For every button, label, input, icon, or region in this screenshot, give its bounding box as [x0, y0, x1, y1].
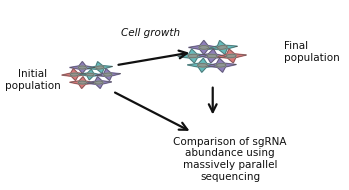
Ellipse shape	[95, 81, 103, 84]
Text: Comparison of sgRNA
abundance using
massively parallel
sequencing: Comparison of sgRNA abundance using mass…	[173, 137, 287, 181]
Text: Cell growth: Cell growth	[121, 28, 180, 38]
Polygon shape	[197, 49, 227, 63]
Ellipse shape	[104, 73, 112, 76]
Ellipse shape	[188, 54, 198, 58]
Ellipse shape	[226, 54, 236, 58]
Ellipse shape	[87, 73, 94, 76]
Polygon shape	[95, 69, 120, 80]
Ellipse shape	[199, 46, 209, 49]
Polygon shape	[178, 49, 208, 63]
Ellipse shape	[198, 63, 208, 67]
Ellipse shape	[78, 81, 87, 84]
Polygon shape	[62, 69, 87, 81]
Ellipse shape	[217, 46, 227, 49]
Polygon shape	[207, 40, 237, 54]
Polygon shape	[187, 58, 218, 72]
Polygon shape	[79, 69, 102, 80]
Polygon shape	[86, 77, 112, 89]
Polygon shape	[206, 58, 236, 72]
Text: Initial
population: Initial population	[5, 69, 61, 91]
Polygon shape	[87, 62, 112, 73]
Ellipse shape	[96, 66, 104, 69]
Ellipse shape	[216, 63, 226, 67]
Ellipse shape	[78, 66, 87, 69]
Polygon shape	[69, 62, 95, 74]
Polygon shape	[70, 77, 95, 89]
Ellipse shape	[207, 54, 217, 58]
Text: Final
population: Final population	[284, 41, 340, 63]
Polygon shape	[188, 40, 219, 55]
Polygon shape	[216, 49, 246, 63]
Ellipse shape	[70, 73, 79, 76]
